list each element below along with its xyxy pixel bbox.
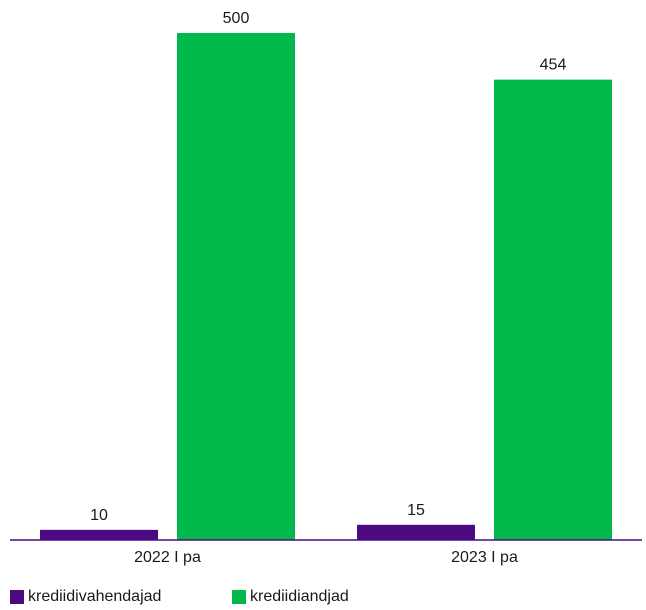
bars-group [40, 33, 612, 541]
legend-swatch [10, 590, 24, 604]
legend-swatch [232, 590, 246, 604]
legend-label: krediidivahendajad [28, 588, 162, 605]
legend-item: krediidiandjad [232, 588, 349, 606]
x-tick-labels-group: 2022 I pa 2023 I pa [134, 549, 518, 566]
x-tick-label: 2023 I pa [451, 549, 518, 566]
bar-series1-1 [40, 529, 158, 540]
legend-label: krediidiandjad [250, 588, 349, 605]
bar-series1-2 [357, 524, 475, 540]
data-label: 10 [90, 507, 108, 524]
bar-series2-2 [494, 79, 612, 541]
bar-series2-1 [177, 33, 295, 540]
bar-chart: 10 500 15 454 2022 I pa 2023 I pa [10, 10, 642, 566]
x-tick-label: 2022 I pa [134, 549, 201, 566]
legend-item: krediidivahendajad [10, 588, 161, 606]
data-labels-group: 10 500 15 454 [90, 10, 566, 524]
data-label: 15 [407, 502, 425, 519]
data-label: 454 [540, 57, 567, 74]
data-label: 500 [223, 10, 250, 27]
legend: krediidivahendajad krediidiandjad [0, 588, 646, 610]
